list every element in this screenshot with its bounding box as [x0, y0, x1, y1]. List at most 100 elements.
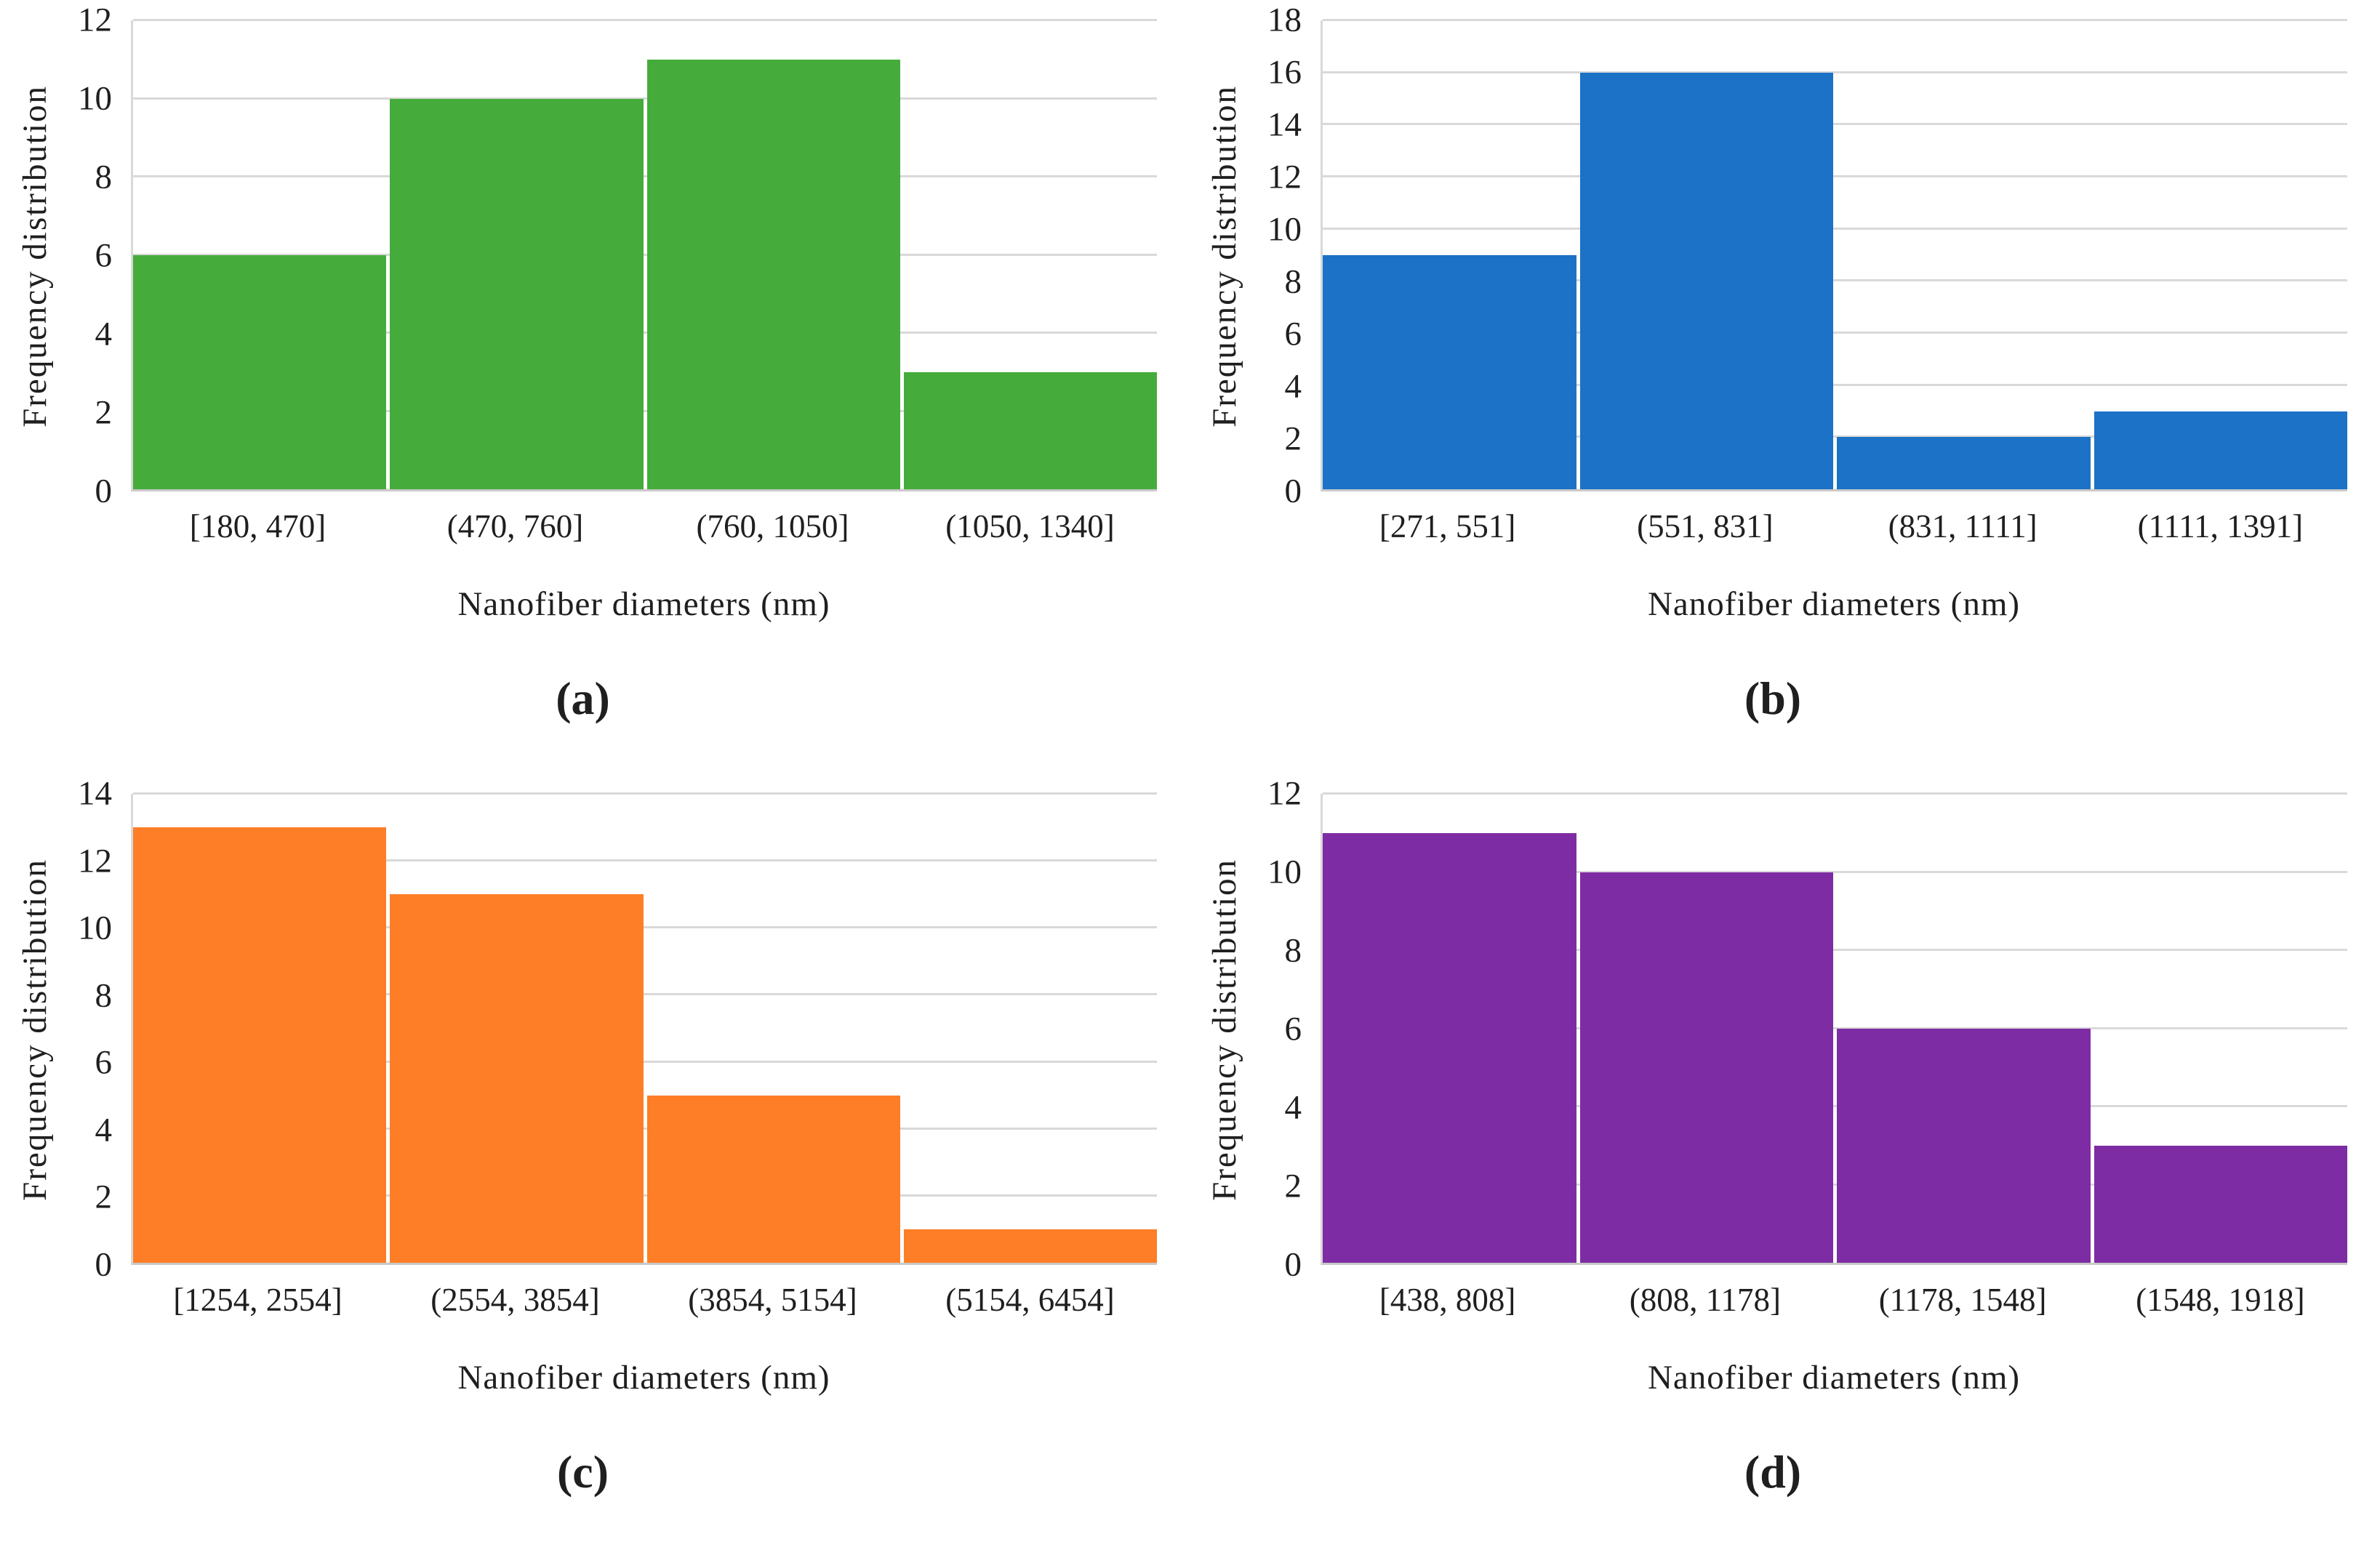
y-tick-label: 4: [95, 315, 113, 353]
histogram-bar: [2093, 1145, 2347, 1263]
gridline: [1323, 383, 2347, 386]
x-tick-label: (1178, 1548]: [1878, 1282, 2047, 1318]
histogram-bar: [1323, 832, 1576, 1263]
y-tick-label: 2: [95, 393, 113, 432]
histogram-bar: [390, 894, 644, 1263]
gridline: [133, 993, 1157, 996]
x-tick-label: (831, 1111]: [1888, 508, 2038, 545]
y-tick-label: 6: [95, 1043, 113, 1082]
histogram-bar: [1579, 872, 1833, 1263]
x-tick-label: (551, 831]: [1637, 508, 1774, 545]
gridline: [133, 1060, 1157, 1063]
y-tick-label: 6: [1284, 315, 1302, 353]
x-tick-label: (3854, 5154]: [688, 1282, 857, 1318]
bars-container: [133, 20, 1157, 489]
histogram-bar: [1837, 1028, 2091, 1263]
gridline: [133, 409, 1157, 412]
y-axis-title: Frequency distribution: [1206, 858, 1243, 1201]
histogram-bar: [903, 371, 1157, 489]
chart-a: Frequency distribution 0 2 4 6 8 10 12 [180, 4…: [9, 3, 1157, 647]
gridline: [1323, 1105, 2347, 1108]
x-axis-ticks: [1254, 2554] (2554, 3854] (3854, 5154] (515…: [131, 1265, 1157, 1335]
x-axis-title: Nanofiber diameters (nm): [1647, 1359, 2021, 1397]
panel-caption: (b): [1744, 672, 1802, 724]
chart-c: Frequency distribution 0 2 4 6 8 10 12 14 [1254…: [9, 776, 1157, 1421]
y-axis-title: Frequency distribution: [16, 84, 54, 427]
y-tick-label: 14: [1267, 105, 1302, 144]
x-axis-title: Nanofiber diameters (nm): [457, 585, 830, 623]
x-tick-label: (5154, 6454]: [945, 1282, 1115, 1318]
y-tick-label: 8: [1284, 931, 1302, 970]
y-tick-label: 12: [78, 1, 112, 39]
panel-caption: (d): [1744, 1446, 1802, 1498]
y-tick-label: 4: [95, 1111, 113, 1149]
y-axis-ticks: 0 2 4 6 8 10 12 14: [61, 776, 131, 1282]
y-tick-label: 0: [1284, 1245, 1302, 1284]
y-tick-label: 4: [1284, 1088, 1302, 1127]
y-axis-ticks: 0 2 4 6 8 10 12: [61, 3, 131, 508]
gridline: [1323, 227, 2347, 230]
gridline: [1323, 175, 2347, 178]
gridline: [1323, 949, 2347, 952]
gridline: [1323, 332, 2347, 334]
histogram-bar: [133, 827, 387, 1263]
y-tick-label: 6: [1284, 1010, 1302, 1048]
gridline: [1323, 279, 2347, 282]
gridline: [133, 332, 1157, 334]
bars-container: [1323, 794, 2347, 1263]
x-tick-label: [180, 470]: [189, 508, 326, 545]
gridline: [133, 175, 1157, 178]
y-axis-ticks: 0 2 4 6 8 10 12 14 16 18: [1251, 3, 1321, 508]
gridline: [1323, 1026, 2347, 1029]
histogram-bar: [1579, 72, 1833, 489]
y-tick-label: 12: [78, 842, 112, 880]
y-tick-label: 2: [1284, 1167, 1302, 1205]
histogram-bar: [390, 98, 644, 489]
x-tick-label: (1050, 1340]: [945, 508, 1115, 545]
plot-area: [1321, 19, 2347, 491]
histogram-bar: [646, 1095, 900, 1263]
x-tick-label: (1111, 1391]: [2137, 508, 2304, 545]
gridline: [133, 1194, 1157, 1197]
histogram-bar: [646, 59, 900, 489]
gridline: [133, 97, 1157, 100]
y-tick-label: 10: [78, 79, 112, 118]
x-axis-title: Nanofiber diameters (nm): [457, 1359, 830, 1397]
y-tick-label: 18: [1267, 1, 1302, 39]
histogram-bar: [1323, 254, 1576, 489]
x-tick-label: [271, 551]: [1379, 508, 1516, 545]
y-axis-title: Frequency distribution: [16, 858, 54, 1201]
x-axis-ticks: [271, 551] (551, 831] (831, 1111] (1111, 13…: [1321, 491, 2347, 561]
y-tick-label: 12: [1267, 774, 1302, 813]
gridline: [1323, 19, 2347, 21]
y-tick-label: 8: [95, 976, 113, 1015]
y-tick-label: 12: [1267, 158, 1302, 196]
gridline: [1323, 1183, 2347, 1186]
y-tick-label: 6: [95, 236, 113, 275]
bars-container: [133, 794, 1157, 1263]
x-tick-label: (2554, 3854]: [430, 1282, 600, 1318]
y-tick-label: 10: [1267, 853, 1302, 891]
y-tick-label: 14: [78, 774, 112, 813]
panel-caption: (c): [556, 1446, 609, 1498]
y-tick-label: 0: [95, 472, 113, 510]
y-axis-ticks: 0 2 4 6 8 10 12: [1251, 776, 1321, 1282]
gridline: [133, 859, 1157, 862]
x-tick-label: (470, 760]: [446, 508, 584, 545]
histogram-bar: [1837, 437, 2091, 489]
histogram-panel-a: Frequency distribution 0 2 4 6 8 10 12 [180, 4…: [0, 0, 1190, 774]
histogram-panel-d: Frequency distribution 0 2 4 6 8 10 12 [438, 8…: [1190, 774, 2380, 1547]
plot-area: [1321, 792, 2347, 1265]
bars-container: [1323, 20, 2347, 489]
gridline: [133, 926, 1157, 929]
y-tick-label: 10: [1267, 210, 1302, 249]
y-tick-label: 10: [78, 909, 112, 947]
chart-d: Frequency distribution 0 2 4 6 8 10 12 [438, 8…: [1198, 776, 2347, 1421]
y-tick-label: 8: [95, 158, 113, 196]
y-tick-label: 2: [1284, 419, 1302, 458]
plot-area: [131, 19, 1157, 491]
y-tick-label: 16: [1267, 53, 1302, 92]
x-axis-ticks: [438, 808] (808, 1178] (1178, 1548] (1548, …: [1321, 1265, 2347, 1335]
y-axis-title: Frequency distribution: [1206, 84, 1243, 427]
